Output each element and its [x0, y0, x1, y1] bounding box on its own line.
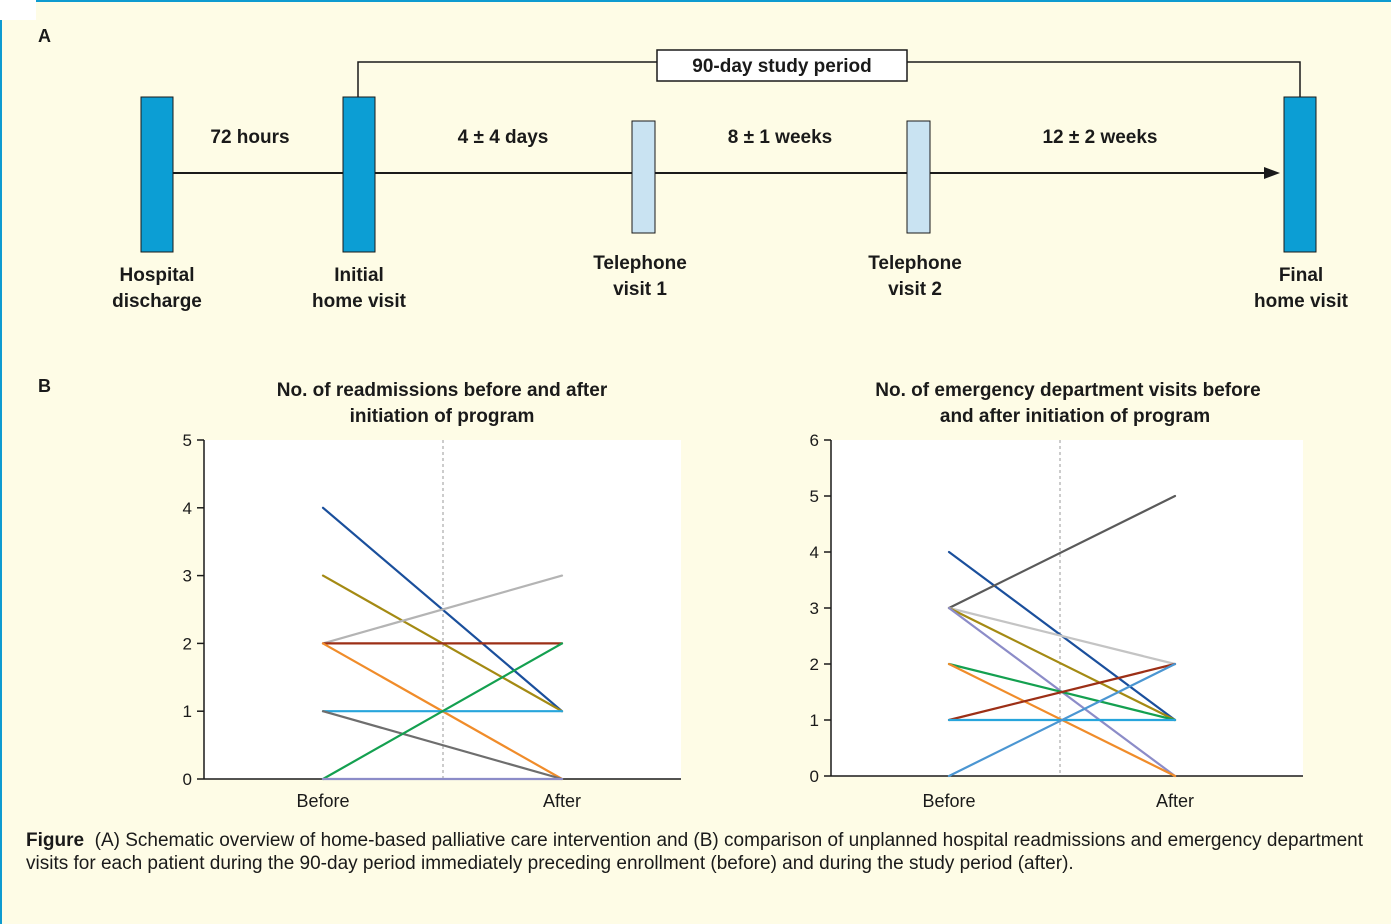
caption-label: Figure	[26, 830, 85, 851]
chart-title-line: initiation of program	[350, 406, 535, 427]
timeline-arrowhead	[1264, 167, 1280, 179]
series-line	[947, 606, 1177, 666]
study-period-label: 90-day study period	[692, 56, 872, 77]
interval-label: 4 ± 4 days	[458, 127, 549, 148]
y-tick-label: 0	[183, 770, 192, 789]
interval-label: 12 ± 2 weeks	[1042, 127, 1157, 148]
readmissions-chart: No. of readmissions before and after ini…	[183, 380, 681, 811]
milestone-label: discharge	[112, 291, 202, 312]
milestone-bar-final-home-visit	[1283, 96, 1317, 253]
chart-title-line: No. of emergency department visits befor…	[875, 380, 1260, 401]
milestone-bar-initial-home-visit	[342, 96, 376, 253]
study-period-box	[656, 49, 908, 82]
x-tick-label: After	[543, 791, 581, 811]
milestone-bar-telephone-visit-1	[631, 120, 656, 234]
panel-a-timeline: A 90-day study period 72 hours 4 ± 4 day…	[38, 26, 1349, 312]
milestone-label: Telephone	[868, 253, 962, 274]
milestone-bar-telephone-visit-2	[906, 120, 931, 234]
y-tick-label: 5	[810, 487, 819, 506]
series-line	[947, 662, 1177, 722]
milestone-label: Hospital	[120, 265, 195, 286]
milestone-label: Initial	[334, 265, 384, 286]
y-tick-label: 1	[810, 711, 819, 730]
plot-area	[831, 440, 1303, 776]
y-tick-label: 5	[183, 431, 192, 450]
y-tick-label: 2	[810, 655, 819, 674]
y-tick-label: 0	[810, 767, 819, 786]
interval-label: 8 ± 1 weeks	[728, 127, 832, 148]
y-tick-label: 1	[183, 702, 192, 721]
ed-visits-chart: No. of emergency department visits befor…	[810, 380, 1303, 811]
milestone-label: visit 1	[613, 279, 667, 300]
milestone-label: home visit	[312, 291, 407, 312]
x-tick-label: Before	[922, 791, 975, 811]
caption-text: (A) Schematic overview of home-based pal…	[26, 830, 1364, 874]
y-tick-label: 4	[810, 543, 819, 562]
series-line	[321, 574, 564, 645]
interval-label: 72 hours	[210, 127, 289, 148]
y-tick-label: 2	[183, 634, 192, 653]
chart-title-line: No. of readmissions before and after	[277, 380, 608, 401]
series-line	[947, 606, 1177, 722]
series-line	[321, 642, 564, 781]
panel-a-label: A	[38, 26, 51, 46]
chart-title-line: and after initiation of program	[940, 406, 1210, 427]
panel-b-label: B	[38, 376, 51, 396]
milestone-bar-hospital-discharge	[140, 96, 174, 253]
milestone-label: Final	[1279, 265, 1323, 286]
x-tick-label: Before	[296, 791, 349, 811]
series-line	[947, 662, 1177, 778]
y-tick-label: 3	[183, 567, 192, 586]
milestone-label: Telephone	[593, 253, 687, 274]
x-tick-label: After	[1156, 791, 1194, 811]
y-tick-label: 4	[183, 499, 192, 518]
series-line	[321, 710, 564, 781]
panel-b-charts: B No. of readmissions before and after i…	[38, 376, 1303, 811]
y-tick-label: 6	[810, 431, 819, 450]
series-line	[947, 494, 1177, 610]
milestone-label: visit 2	[888, 279, 942, 300]
figure-caption: Figure (A) Schematic overview of home-ba…	[26, 829, 1371, 875]
milestone-label: home visit	[1254, 291, 1349, 312]
frame-corner	[0, 0, 36, 20]
y-tick-label: 3	[810, 599, 819, 618]
